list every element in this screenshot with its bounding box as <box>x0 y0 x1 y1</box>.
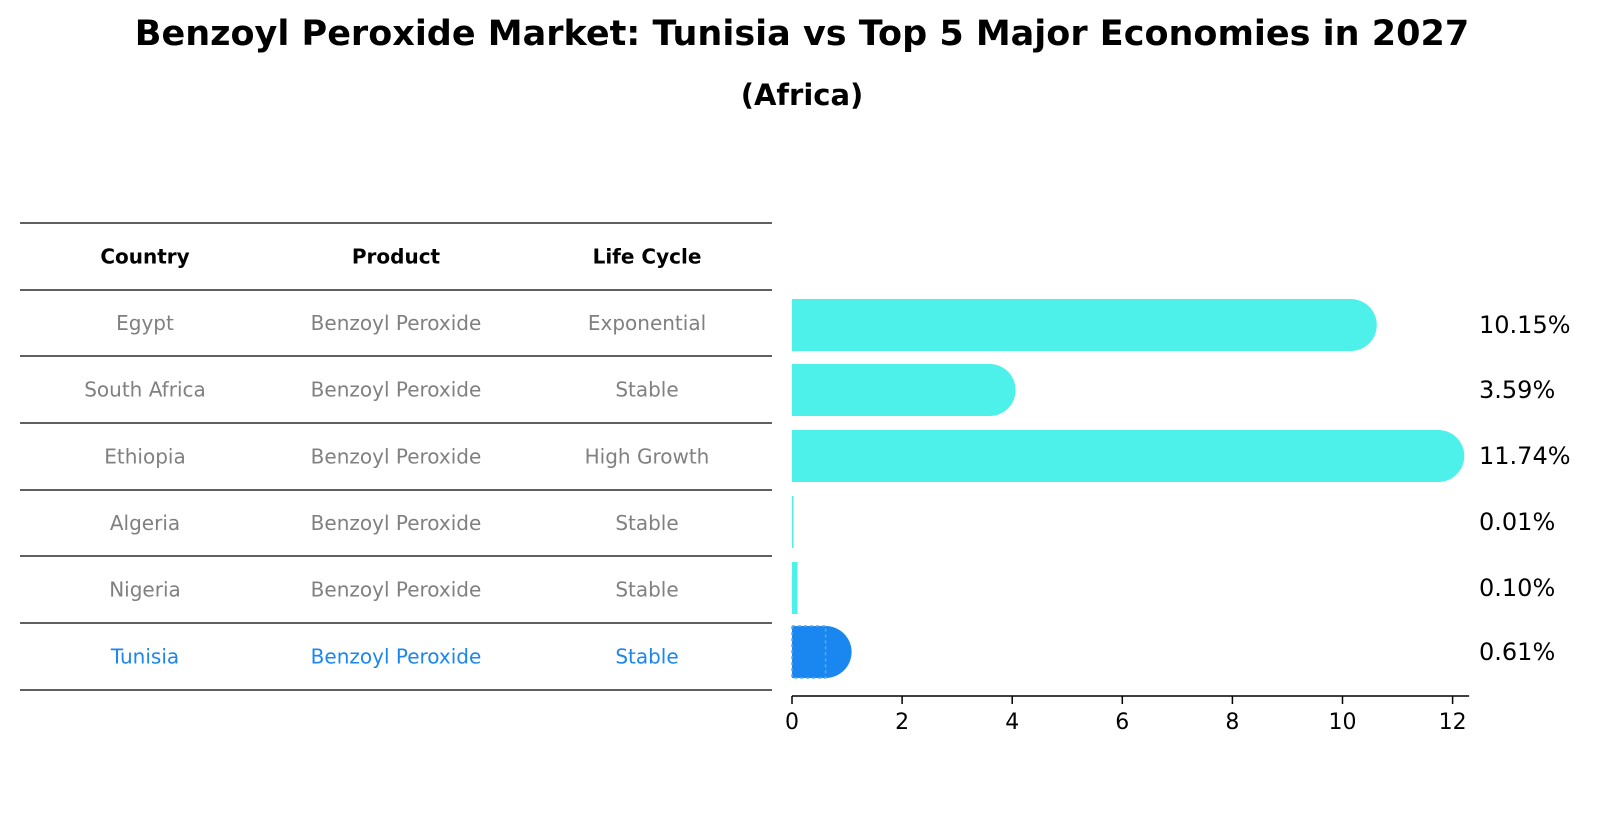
table-header-country: Country <box>100 245 189 269</box>
chart-title: Benzoyl Peroxide Market: Tunisia vs Top … <box>134 14 1470 54</box>
x-tick-label: 4 <box>1005 710 1019 735</box>
x-axis: 0 2 4 6 8 10 12 <box>785 695 1470 735</box>
x-tick-label: 10 <box>1329 710 1357 735</box>
table-cell-country: Nigeria <box>109 578 181 602</box>
bar-value-label: 0.10% <box>1479 574 1555 602</box>
x-tick-label: 12 <box>1439 710 1467 735</box>
table-header-life-cycle: Life Cycle <box>593 245 702 269</box>
table-cell-product: Benzoyl Peroxide <box>311 578 482 602</box>
bar-ethiopia <box>792 430 1465 482</box>
table-cell-product: Benzoyl Peroxide <box>311 645 482 669</box>
chart-subtitle: (Africa) <box>740 78 864 112</box>
table-cell-life-cycle: Exponential <box>588 311 706 335</box>
table-cell-life-cycle: Stable <box>615 511 678 535</box>
table-cell-product: Benzoyl Peroxide <box>311 378 482 402</box>
table-cell-country: Egypt <box>116 311 174 335</box>
table-cell-product: Benzoyl Peroxide <box>311 445 482 469</box>
bar-value-label: 3.59% <box>1479 376 1555 404</box>
table-cell-life-cycle: Stable <box>615 645 678 669</box>
table-header-product: Product <box>352 245 441 269</box>
table-cell-life-cycle: High Growth <box>585 445 710 469</box>
table-cell-life-cycle: Stable <box>615 378 678 402</box>
x-tick-label: 2 <box>895 710 909 735</box>
bar-value-label: 11.74% <box>1479 442 1571 470</box>
bar-south-africa <box>792 364 1016 416</box>
table-cell-product: Benzoyl Peroxide <box>311 511 482 535</box>
table-cell-product: Benzoyl Peroxide <box>311 311 482 335</box>
data-table: Country Product Life Cycle Egypt Benzoyl Per… <box>20 222 772 691</box>
x-tick-label: 8 <box>1225 710 1239 735</box>
bar-egypt <box>792 299 1377 351</box>
table-cell-country: Algeria <box>110 511 180 535</box>
table-cell-country: South Africa <box>84 378 206 402</box>
bar-tunisia <box>791 625 852 679</box>
bar-chart: 10.15% 3.59% 11.74% 0.01% 0.10% 0.61% <box>791 299 1571 679</box>
table-cell-country: Tunisia <box>110 645 179 669</box>
x-tick-label: 6 <box>1115 710 1129 735</box>
bar-algeria <box>792 496 794 548</box>
x-tick-label: 0 <box>785 710 799 735</box>
table-cell-country: Ethiopia <box>104 445 185 469</box>
bar-nigeria <box>792 562 798 614</box>
bar-value-label: 0.01% <box>1479 508 1555 536</box>
bar-value-label: 0.61% <box>1479 638 1555 666</box>
table-cell-life-cycle: Stable <box>615 578 678 602</box>
bar-value-label: 10.15% <box>1479 311 1571 339</box>
